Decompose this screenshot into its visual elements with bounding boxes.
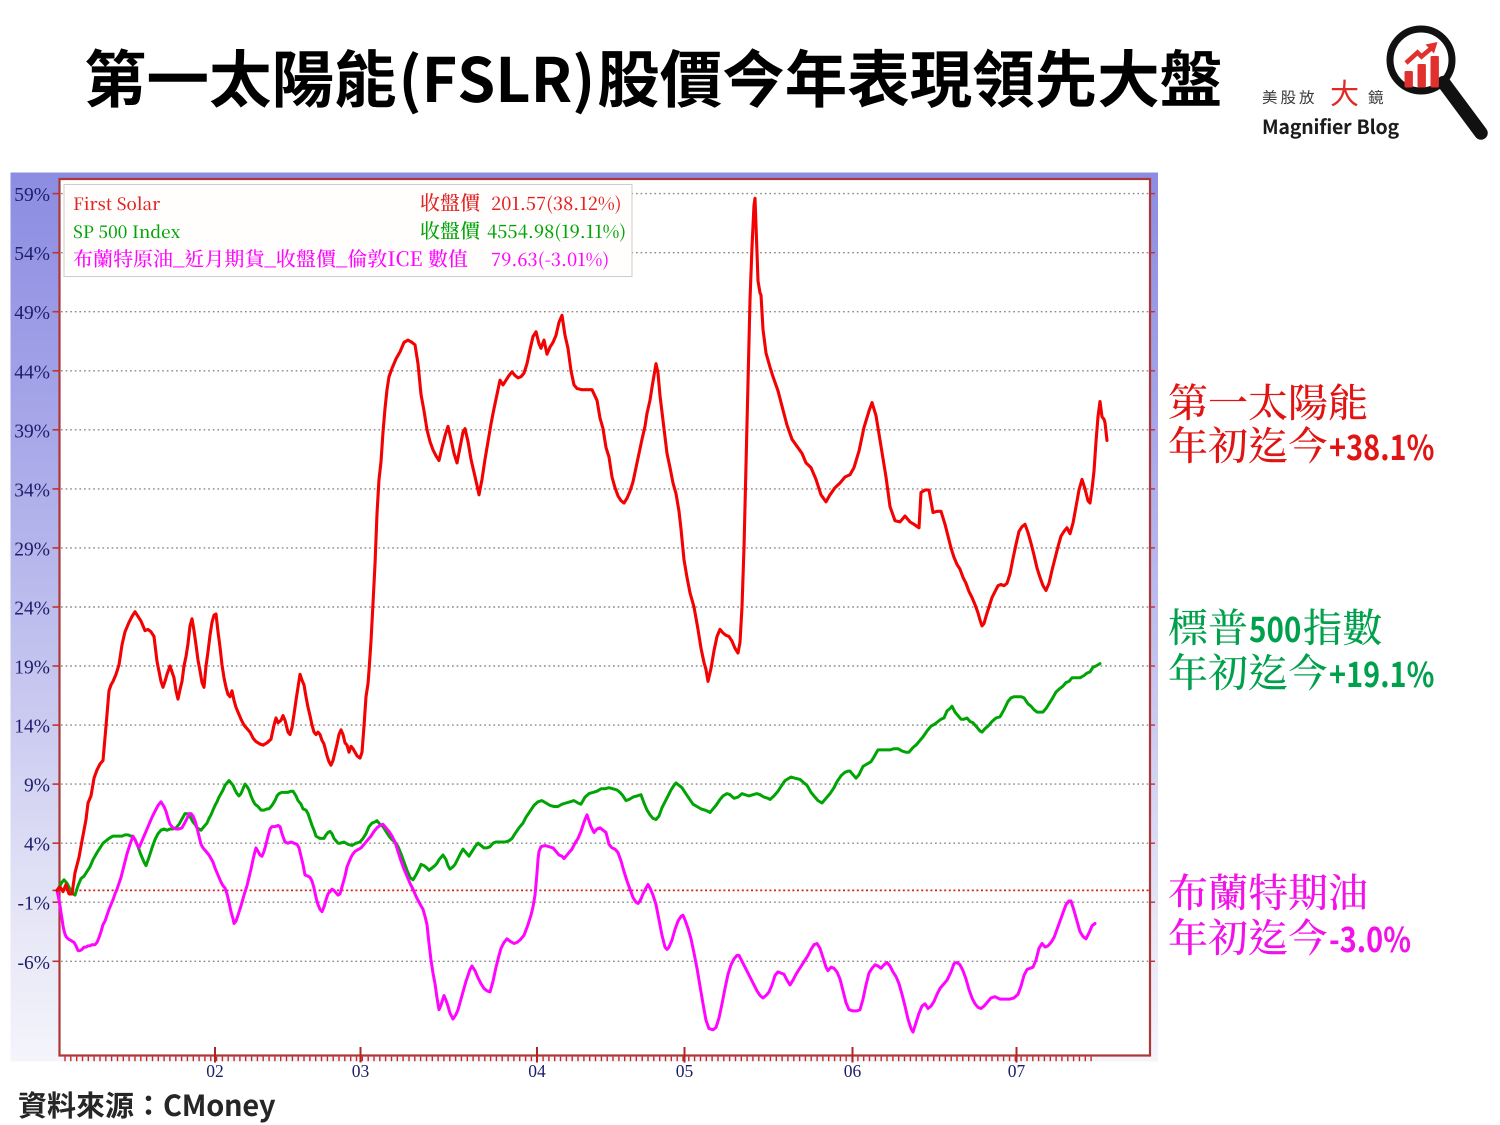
svg-text:24%: 24% bbox=[14, 599, 50, 620]
svg-text:9%: 9% bbox=[24, 776, 50, 797]
svg-text:-6%: -6% bbox=[18, 953, 51, 974]
svg-text:34%: 34% bbox=[14, 480, 50, 501]
svg-text:05: 05 bbox=[676, 1061, 694, 1081]
svg-text:29%: 29% bbox=[14, 539, 50, 560]
svg-text:4%: 4% bbox=[24, 835, 50, 856]
svg-text:02: 02 bbox=[206, 1061, 224, 1081]
svg-text:19%: 19% bbox=[14, 658, 50, 679]
svg-text:14%: 14% bbox=[14, 717, 50, 738]
svg-text:39%: 39% bbox=[14, 421, 50, 442]
svg-text:54%: 54% bbox=[14, 244, 50, 265]
svg-text:-1%: -1% bbox=[18, 894, 51, 915]
svg-text:59%: 59% bbox=[14, 185, 50, 206]
svg-text:49%: 49% bbox=[14, 303, 50, 324]
svg-text:44%: 44% bbox=[14, 362, 50, 383]
svg-text:07: 07 bbox=[1008, 1061, 1026, 1081]
svg-text:06: 06 bbox=[844, 1061, 862, 1081]
svg-text:03: 03 bbox=[352, 1061, 370, 1081]
svg-text:04: 04 bbox=[528, 1061, 546, 1081]
